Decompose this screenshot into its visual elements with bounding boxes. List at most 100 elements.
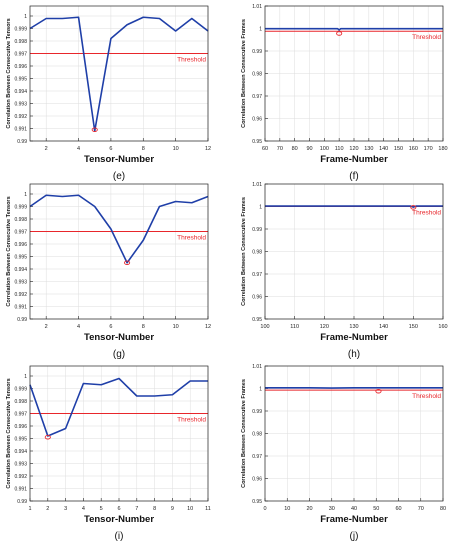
x-tick-label: 0: [263, 506, 266, 512]
y-tick-label: 1: [24, 192, 27, 198]
y-tick-label: 0.99: [17, 499, 27, 505]
y-tick-label: 0.994: [14, 449, 27, 455]
y-tick-label: 0.995: [14, 437, 27, 443]
x-tick-label: 8: [142, 146, 145, 152]
y-axis-label: Correlation Between Consecutive Frames: [241, 197, 247, 306]
x-tick-label: 8: [142, 324, 145, 330]
y-tick-label: 0.991: [14, 305, 27, 311]
y-tick-label: 1.01: [252, 4, 262, 10]
y-axis-label: Correlation Between Consecutive Tensors: [6, 196, 12, 306]
x-tick-label: 80: [292, 146, 298, 152]
series-line: [265, 27, 443, 31]
y-tick-label: 1: [259, 387, 262, 393]
x-tick-label: 120: [349, 146, 358, 152]
x-tick-label: 120: [320, 324, 329, 330]
x-tick-label: 70: [418, 506, 424, 512]
y-tick-label: 0.95: [252, 499, 262, 505]
chart-panel-j: 0.95 0.96 0.97 0.98 0.99 1 1.01 0 10 20 30 40 50 60 70…: [241, 364, 446, 542]
x-tick-label: 150: [409, 324, 418, 330]
x-axis-label: Frame-Number: [320, 154, 388, 165]
min-marker: [336, 31, 343, 36]
y-tick-label: 0.96: [252, 477, 262, 483]
min-marker: [410, 205, 417, 210]
x-tick-label: 2: [45, 324, 48, 330]
y-tick-label: 0.994: [14, 267, 27, 273]
subfigure-caption: (j): [350, 531, 359, 542]
threshold-label: Threshold: [177, 417, 206, 424]
x-tick-label: 160: [438, 324, 447, 330]
x-tick-label: 2: [45, 146, 48, 152]
x-tick-label: 90: [306, 146, 312, 152]
subfigure-caption: (i): [115, 531, 124, 542]
y-tick-label: 0.993: [14, 102, 27, 108]
plot-frame: [29, 183, 209, 320]
y-tick-label: 0.96: [252, 295, 262, 301]
y-tick-label: 0.99: [17, 317, 27, 323]
y-tick-label: 0.997: [14, 412, 27, 418]
y-tick-label: 0.998: [14, 399, 27, 405]
x-tick-label: 140: [379, 146, 388, 152]
x-tick-label: 4: [77, 324, 80, 330]
x-tick-label: 50: [373, 506, 379, 512]
x-axis-label: Tensor-Number: [84, 514, 154, 525]
plot-frame: [29, 365, 209, 502]
y-tick-label: 0.95: [252, 317, 262, 323]
x-tick-label: 6: [109, 146, 112, 152]
y-axis-label: Correlation Between Consecutive Frames: [241, 379, 247, 488]
x-tick-label: 170: [424, 146, 433, 152]
y-tick-label: 0.999: [14, 27, 27, 33]
subfigure-caption: (g): [113, 349, 125, 360]
y-tick-label: 0.97: [252, 272, 262, 278]
x-tick-label: 130: [349, 324, 358, 330]
y-tick-label: 1: [259, 27, 262, 33]
y-axis-label: Correlation Between Consecutive Tensors: [6, 378, 12, 488]
subfigure-caption: (e): [113, 171, 125, 182]
min-marker: [91, 127, 98, 132]
x-tick-label: 9: [171, 506, 174, 512]
plot-frame: [264, 183, 444, 320]
chart-panel-h: 0.95 0.96 0.97 0.98 0.99 1 1.01 100 110 120 130 140…: [241, 182, 448, 360]
y-tick-label: 0.991: [14, 487, 27, 493]
x-tick-label: 180: [438, 146, 447, 152]
y-tick-label: 1.01: [252, 182, 262, 188]
y-tick-label: 0.999: [14, 387, 27, 393]
threshold-label: Threshold: [412, 34, 441, 41]
x-tick-label: 11: [205, 506, 211, 512]
chart-panel-f: 0.95 0.96 0.97 0.98 0.99 1 1.01 60 70 80 90 100 110 1…: [241, 4, 448, 182]
threshold-label: Threshold: [412, 393, 441, 400]
y-tick-label: 0.996: [14, 242, 27, 248]
chart-panel-i: 0.99 0.991 0.992 0.993 0.994 0.995 0.996 0.997 0…: [6, 365, 211, 542]
x-tick-label: 10: [187, 506, 193, 512]
y-tick-label: 1: [24, 374, 27, 380]
subfigure-caption: (f): [349, 171, 358, 182]
y-tick-label: 0.98: [252, 72, 262, 78]
x-tick-label: 130: [364, 146, 373, 152]
chart-panel-g: 0.99 0.991 0.992 0.993 0.994 0.995 0.996 0.997 0…: [6, 183, 211, 360]
x-tick-label: 60: [262, 146, 268, 152]
x-tick-label: 100: [320, 146, 329, 152]
x-tick-label: 110: [290, 324, 299, 330]
plot-frame: [29, 5, 209, 142]
x-tick-label: 150: [394, 146, 403, 152]
y-tick-label: 0.995: [14, 77, 27, 83]
x-tick-label: 70: [277, 146, 283, 152]
series-line: [29, 16, 209, 132]
threshold-label: Threshold: [412, 210, 441, 217]
y-tick-label: 0.995: [14, 255, 27, 261]
subfigure-caption: (h): [348, 349, 360, 360]
x-tick-label: 1: [28, 506, 31, 512]
x-axis-label: Frame-Number: [320, 514, 388, 525]
y-tick-label: 0.997: [14, 230, 27, 236]
x-tick-label: 80: [440, 506, 446, 512]
y-tick-label: 0.97: [252, 94, 262, 100]
y-tick-label: 0.996: [14, 64, 27, 70]
x-tick-label: 6: [117, 506, 120, 512]
y-tick-label: 0.993: [14, 462, 27, 468]
x-tick-label: 6: [109, 324, 112, 330]
x-tick-label: 5: [100, 506, 103, 512]
x-axis-label: Tensor-Number: [84, 154, 154, 165]
x-tick-label: 12: [205, 146, 211, 152]
y-tick-label: 0.999: [14, 205, 27, 211]
x-tick-label: 4: [82, 506, 85, 512]
y-axis-label: Correlation Between Consecutive Frames: [241, 19, 247, 128]
